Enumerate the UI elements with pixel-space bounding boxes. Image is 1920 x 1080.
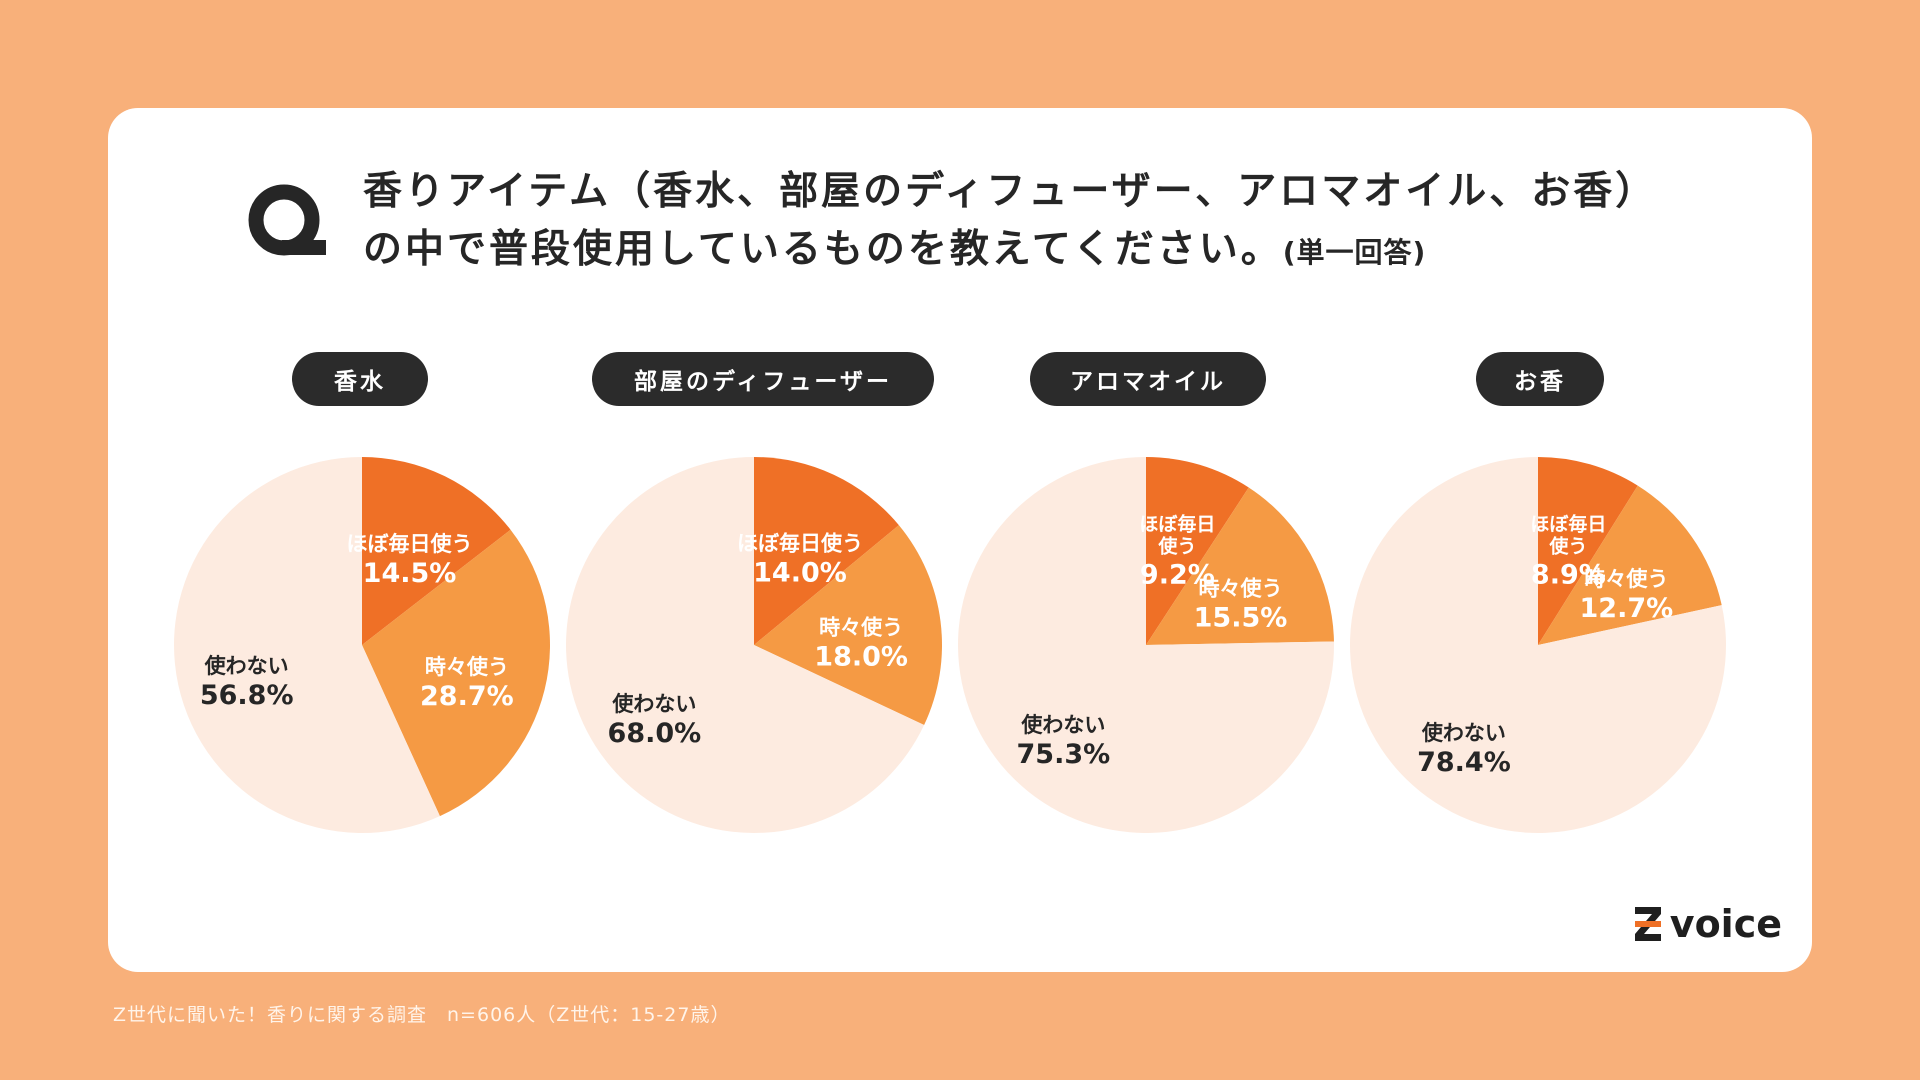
pie-value-label: 15.5% [1194, 603, 1288, 634]
pie-label-text: 使う [1548, 535, 1587, 557]
question-line-1: 香りアイテム（香水、部屋のディフューザー、アロマオイル、お香） [363, 169, 1658, 214]
pie-slice-daily [754, 457, 899, 645]
pie-label-text: 時々使う [1198, 577, 1282, 601]
pie-label-text: ほぼ毎日使う [347, 532, 473, 556]
logo-text: voice [1669, 902, 1782, 946]
pie-slice-sometimes [754, 525, 942, 726]
pie-value-label: 28.7% [420, 681, 514, 712]
pie-label-text: 使わない [1020, 713, 1105, 737]
pie-slice-never [958, 457, 1334, 833]
z-logo-mark-icon [1634, 907, 1661, 941]
pie-value-label: 8.9% [1531, 559, 1606, 590]
pie-value-label: 12.7% [1580, 593, 1674, 624]
footer-note: Z世代に聞いた！香りに関する調査 n=606人（Z世代：15-27歳） [113, 1004, 731, 1026]
chart-card: 香りアイテム（香水、部屋のディフューザー、アロマオイル、お香） の中で普段使用し… [108, 108, 1812, 972]
pie-value-label: 56.8% [200, 680, 294, 711]
question-line-2: の中で普段使用しているものを教えてください。(単一回答) [363, 221, 1657, 282]
question-note: (単一回答) [1282, 236, 1427, 269]
pie-value-label: 18.0% [814, 641, 908, 672]
pie-slice-never [566, 457, 925, 833]
pie-label-text: 使わない [611, 692, 696, 716]
zvoice-logo: voice [1632, 902, 1782, 946]
pie-value-label: 75.3% [1017, 739, 1111, 770]
pie-label-text: ほぼ毎日 [1139, 513, 1215, 536]
pie-slice-sometimes [362, 529, 550, 817]
pie-title-perfume: 香水 [292, 352, 428, 406]
question-line-2-text: の中で普段使用しているものを教えてください。 [363, 227, 1283, 272]
pie-title-aroma-oil: アロマオイル [1030, 352, 1266, 406]
pie-value-label: 68.0% [608, 718, 702, 749]
pie-slice-daily [1146, 457, 1249, 645]
pie-slice-never [1350, 457, 1726, 834]
pie-label-text: 使わない [1421, 721, 1506, 745]
question-text: 香りアイテム（香水、部屋のディフューザー、アロマオイル、お香） の中で普段使用し… [363, 163, 1657, 282]
pie-label-text: 時々使う [1584, 567, 1668, 591]
pie-value-label: 78.4% [1417, 747, 1511, 778]
pie-slice-daily [1538, 457, 1638, 645]
pie-value-label: 14.0% [753, 557, 847, 588]
pie-slice-sometimes [1146, 487, 1334, 645]
pie-title-room-diffuser: 部屋のディフューザー [592, 352, 934, 406]
question-q-icon [248, 184, 326, 256]
pie-title-incense: お香 [1476, 352, 1604, 406]
pie-label-text: ほぼ毎日 [1530, 512, 1606, 535]
pie-label-text: 使う [1157, 536, 1196, 558]
pie-label-text: 時々使う [819, 615, 903, 639]
pie-label-text: 使わない [204, 654, 289, 678]
pie-slice-never [173, 457, 440, 833]
pie-value-label: 9.2% [1140, 560, 1215, 591]
pie-label-text: ほぼ毎日使う [737, 531, 863, 555]
pie-slice-sometimes [1538, 485, 1722, 645]
pie-slice-daily [362, 457, 511, 645]
pie-label-text: 時々使う [425, 655, 509, 679]
pie-value-label: 14.5% [363, 558, 457, 589]
